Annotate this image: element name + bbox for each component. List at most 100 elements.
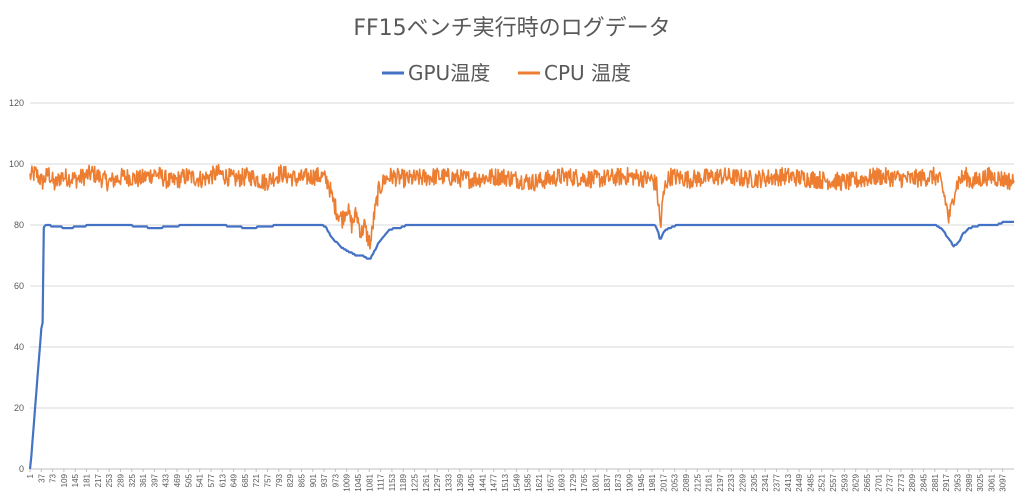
x-tick-label: 2665 <box>863 473 872 491</box>
x-tick-label: 2413 <box>784 473 793 491</box>
x-tick-label: 1513 <box>501 473 510 491</box>
chart-title: FF15ベンチ実行時のログデータ <box>353 16 670 41</box>
x-tick-label: 1369 <box>456 473 465 491</box>
y-tick-label: 60 <box>14 281 24 291</box>
x-tick-label: 1 <box>26 473 35 478</box>
x-tick-label: 1441 <box>478 473 487 491</box>
x-tick-label: 1945 <box>637 473 646 491</box>
x-tick-label: 757 <box>264 473 273 487</box>
x-tick-label: 1801 <box>592 473 601 491</box>
x-tick-label: 2341 <box>761 473 770 491</box>
x-tick-label: 1189 <box>399 473 408 491</box>
x-tick-label: 361 <box>139 473 148 487</box>
x-tick-label: 721 <box>252 473 261 487</box>
x-axis-tick-labels: 1 37 73 109 145 181 217 253 289 325 361 397 433 469 50… <box>26 473 1008 491</box>
y-tick-label: 100 <box>9 159 24 169</box>
x-tick-label: 1981 <box>648 473 657 491</box>
x-tick-label: 937 <box>320 473 329 487</box>
x-tick-label: 685 <box>241 473 250 487</box>
x-tick-label: 73 <box>49 473 58 482</box>
x-tick-label: 2125 <box>693 473 702 491</box>
x-tick-label: 217 <box>94 473 103 487</box>
x-tick-label: 2557 <box>829 473 838 491</box>
x-tick-label: 1873 <box>614 473 623 491</box>
x-tick-label: 1009 <box>343 473 352 491</box>
series-line-gpu <box>28 220 1014 470</box>
x-tick-label: 1549 <box>512 473 521 491</box>
x-tick-label: 2629 <box>852 473 861 491</box>
x-tick-label: 2485 <box>806 473 815 491</box>
x-tick-label: 2161 <box>705 473 714 491</box>
legend: GPU温度 CPU 温度 <box>382 61 631 85</box>
legend-label-cpu: CPU 温度 <box>544 61 631 85</box>
x-tick-label: 1693 <box>558 473 567 491</box>
x-tick-label: 1081 <box>365 473 374 491</box>
x-tick-label: 2845 <box>920 473 929 491</box>
x-tick-label: 397 <box>150 473 159 487</box>
x-tick-label: 1117 <box>377 473 386 490</box>
x-tick-label: 1405 <box>467 473 476 491</box>
x-tick-label: 973 <box>331 473 340 487</box>
x-tick-label: 289 <box>116 473 125 487</box>
x-tick-label: 1045 <box>354 473 363 491</box>
x-tick-label: 3025 <box>976 473 985 491</box>
x-tick-label: 649 <box>230 473 239 487</box>
x-tick-label: 145 <box>71 473 80 487</box>
x-tick-label: 325 <box>128 473 137 487</box>
x-tick-label: 541 <box>196 473 205 487</box>
x-tick-label: 1297 <box>433 473 442 491</box>
x-tick-label: 829 <box>286 473 295 487</box>
x-tick-label: 2773 <box>897 473 906 491</box>
x-tick-label: 2953 <box>953 473 962 491</box>
y-tick-label: 120 <box>9 98 24 108</box>
x-tick-label: 901 <box>309 473 318 487</box>
x-tick-label: 2377 <box>772 473 781 491</box>
x-tick-label: 2701 <box>874 473 883 491</box>
x-tick-label: 2197 <box>716 473 725 491</box>
x-tick-label: 2305 <box>750 473 759 491</box>
x-tick-label: 3061 <box>987 473 996 491</box>
x-tick-label: 2521 <box>818 473 827 491</box>
x-tick-label: 1333 <box>444 473 453 491</box>
legend-label-gpu: GPU温度 <box>408 61 490 85</box>
x-tick-label: 2989 <box>965 473 974 491</box>
x-tick-label: 2881 <box>931 473 940 491</box>
y-axis-tick-labels: 0 20 40 60 80 100 120 <box>9 98 24 474</box>
x-tick-label: 2737 <box>886 473 895 491</box>
x-tick-label: 1477 <box>490 473 499 491</box>
x-tick-label: 1729 <box>569 473 578 491</box>
x-tick-label: 2593 <box>840 473 849 491</box>
x-tick-label: 2017 <box>659 473 668 491</box>
x-tick-label: 865 <box>297 473 306 487</box>
x-tick-label: 505 <box>184 473 193 487</box>
x-tick-label: 433 <box>162 473 171 487</box>
x-tick-label: 1585 <box>524 473 533 491</box>
y-tick-label: 20 <box>14 403 24 413</box>
series-line-cpu <box>29 163 1015 250</box>
x-tick-label: 613 <box>218 473 227 487</box>
x-tick-label: 1765 <box>580 473 589 491</box>
x-tick-label: 1261 <box>422 473 431 491</box>
x-tick-label: 2809 <box>908 473 917 491</box>
x-tick-label: 2089 <box>682 473 691 491</box>
x-tick-label: 253 <box>105 473 114 487</box>
x-tick-label: 1657 <box>546 473 555 491</box>
x-tick-label: 2917 <box>942 473 951 491</box>
x-tick-label: 181 <box>83 473 92 487</box>
x-tick-label: 1837 <box>603 473 612 491</box>
x-tick-label: 1153 <box>388 473 397 491</box>
x-tick-label: 2269 <box>739 473 748 491</box>
x-tick-label: 577 <box>207 473 216 487</box>
y-tick-label: 0 <box>19 464 24 474</box>
x-tick-label: 2053 <box>671 473 680 491</box>
x-tick-label: 469 <box>173 473 182 487</box>
y-tick-label: 40 <box>14 342 24 352</box>
x-tick-label: 793 <box>275 473 284 487</box>
x-tick-label: 109 <box>60 473 69 487</box>
gridlines <box>29 102 1014 472</box>
series-lines <box>28 163 1015 470</box>
x-tick-label: 1621 <box>535 473 544 491</box>
x-tick-label: 2233 <box>727 473 736 491</box>
